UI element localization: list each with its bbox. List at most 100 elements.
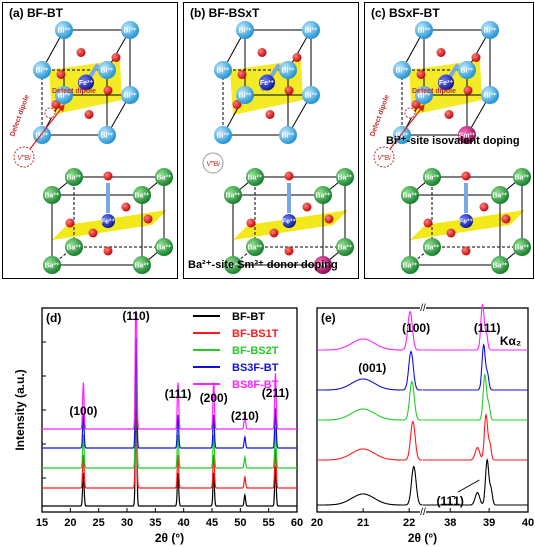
ba-ion [401, 256, 419, 274]
oxygen-ion [461, 171, 471, 181]
oxygen-ion [103, 86, 113, 95]
bi-ion [415, 21, 433, 39]
bi-ion [302, 21, 320, 39]
chart-d-panel-label: (d) [46, 311, 61, 325]
ba-ion [43, 256, 61, 274]
ba-ion [314, 186, 332, 204]
ba-ion [65, 238, 83, 256]
oxygen-ion [292, 53, 302, 62]
x-tick-label: 50 [234, 517, 246, 529]
ba-ion-label: Ba²⁺ [135, 193, 150, 200]
oxygen-ion [56, 70, 66, 79]
bi-ion-label: Bi³⁺ [281, 68, 294, 75]
bi-ion-label: Bi³⁺ [216, 68, 229, 75]
bi-ion-label: Bi³⁺ [238, 93, 251, 100]
panel-b-title: (b) BF-BSxT [190, 6, 260, 20]
ba-ion-label: Ba²⁺ [338, 245, 353, 252]
legend-label: BF-BS2T [232, 345, 279, 357]
ba-ion [133, 256, 151, 274]
ba-ion [423, 168, 441, 186]
axis-break-mark-top: // [420, 303, 426, 314]
x-tick-label: 39 [483, 517, 495, 529]
peak-label: Kα₂ [500, 334, 521, 348]
chart-d: (d) 15 20 25 30 35 40 45 50 55 60 2θ (°) Intensity (… [13, 307, 303, 545]
oxygen-ion [284, 246, 294, 256]
series-line-left-BF-BS1T [317, 420, 423, 461]
oxygen-ion [423, 218, 433, 228]
peak-label: (211) [262, 386, 289, 400]
defect-dipole-side-label: Defect dipole [9, 94, 31, 138]
ba-ion-label: Ba²⁺ [493, 193, 508, 200]
peak-label: (111) [474, 321, 501, 335]
bi-ion [121, 21, 139, 39]
oxygen-ion [65, 218, 75, 228]
crystal-structures: Fe³⁺ Bi³⁺ Bi³⁺ Bi³⁺ Bi³⁺ Bi³⁺ Bi³⁺ Bi³⁺ Bi³⁺ V‴Bi… [9, 21, 531, 274]
oxygen-ion [121, 202, 131, 212]
series-line-left-BF-BT [317, 465, 423, 506]
series-line-BS8F-BT [42, 311, 297, 430]
ba-ion [43, 186, 61, 204]
bi-ion-label: Bi³⁺ [100, 68, 113, 75]
vo-vacancy [404, 107, 416, 119]
bi-ion-label: Bi³⁺ [395, 133, 408, 140]
oxygen-ion [232, 100, 242, 109]
bi-ion [302, 86, 320, 104]
ba-ion [224, 256, 242, 274]
ba-ion [491, 186, 509, 204]
sm-ion-label: Sm³⁺ [459, 133, 476, 140]
bi-ion-label: Bi³⁺ [417, 28, 430, 35]
oxygen-ion [436, 48, 446, 57]
ba-ion-label: Ba²⁺ [45, 193, 60, 200]
series-line-right-BF-BT [423, 458, 528, 506]
defect-dipole-side-label: Defect dipole [369, 94, 391, 138]
series-line-left-BF-BS2T [317, 380, 423, 421]
panel-c-caption: Bi³⁺-site isovalent doping [386, 135, 520, 147]
fe-ion [459, 214, 473, 228]
bi-ion-label: Bi³⁺ [395, 68, 408, 75]
series-line-right-BF-BS2T [423, 373, 528, 421]
ba-ion [513, 238, 531, 256]
fe-ion-label: Fe³⁺ [260, 80, 275, 87]
x-tick-label: 45 [206, 517, 218, 529]
fe-ion [101, 214, 115, 228]
vbi-vacancy [13, 146, 35, 168]
sm-ion [314, 256, 332, 274]
oxygen-ion [103, 171, 113, 181]
ba-ion-label: Ba²⁺ [157, 245, 172, 252]
oxygen-ion [446, 228, 456, 238]
ba-ion [401, 186, 419, 204]
bi-ion-label: Bi³⁺ [123, 93, 136, 100]
fe-ion [259, 74, 275, 91]
vbi-vacancy [373, 146, 395, 168]
annotation-arrow [457, 479, 480, 493]
x-tick-label: 60 [291, 517, 303, 529]
sm-ion-label: Sm³⁺ [315, 263, 332, 270]
bi-ion-label: Bi³⁺ [100, 133, 113, 140]
x-tick-label: 40 [522, 517, 534, 529]
peak-label: (210) [231, 409, 259, 423]
x-tick-label: 35 [149, 517, 161, 529]
ba-ion-label: Ba²⁺ [403, 263, 418, 270]
bi-ion [98, 126, 116, 144]
oxygen-ion [284, 171, 294, 181]
bi-ion-label: Bi³⁺ [304, 93, 317, 100]
defect-dipole-arrow [29, 104, 65, 150]
x-tick-label: 15 [36, 517, 48, 529]
bi-ion [481, 21, 499, 39]
vbi-label: V‴Bi [206, 161, 220, 168]
ba-ion-label: Ba²⁺ [157, 175, 172, 182]
oxygen-ion [237, 70, 247, 79]
ba-ion-label: Ba²⁺ [226, 193, 241, 200]
chart-e-frame [316, 307, 529, 513]
ba-ion-label: Ba²⁺ [67, 175, 82, 182]
ba-ion [224, 186, 242, 204]
oxygen-ion [302, 202, 312, 212]
bi-ion-label: Bi³⁺ [35, 68, 48, 75]
x-tick-label: 20 [64, 517, 76, 529]
ba-ion-label: Ba²⁺ [338, 175, 353, 182]
oxygen-ion [111, 53, 121, 62]
x-tick-label: 25 [93, 517, 105, 529]
bi-ion-label: Bi³⁺ [304, 28, 317, 35]
bi-ion-label: Bi³⁺ [35, 133, 48, 140]
fe-ion [282, 214, 296, 228]
